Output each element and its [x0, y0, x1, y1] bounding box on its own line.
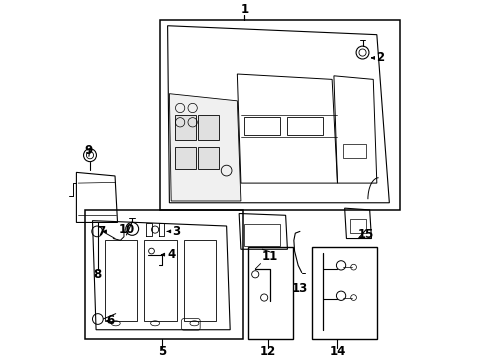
Text: 6: 6 [106, 314, 114, 327]
Bar [85, 210, 242, 339]
Text: 7: 7 [97, 225, 105, 238]
Bar [244, 117, 280, 135]
Bar [312, 247, 376, 339]
Bar [198, 115, 219, 140]
Text: 10: 10 [118, 223, 134, 236]
Bar [174, 147, 196, 169]
Bar [174, 115, 196, 140]
Text: 9: 9 [84, 144, 93, 157]
Polygon shape [169, 94, 241, 201]
Text: 5: 5 [158, 345, 166, 358]
Text: 12: 12 [259, 345, 275, 358]
Text: 8: 8 [94, 268, 102, 281]
Bar [244, 224, 280, 246]
Bar [160, 21, 399, 210]
Text: 11: 11 [261, 250, 277, 263]
Text: 4: 4 [167, 248, 175, 261]
Bar [183, 240, 215, 321]
Bar [287, 117, 323, 135]
Bar [105, 240, 137, 321]
Bar [349, 219, 366, 233]
Text: 1: 1 [240, 3, 248, 16]
Text: 13: 13 [291, 282, 307, 295]
Bar [247, 247, 292, 339]
Text: 14: 14 [328, 345, 345, 358]
Text: 3: 3 [172, 225, 180, 238]
Bar [198, 147, 219, 169]
Text: 15: 15 [357, 229, 373, 242]
Bar [144, 240, 176, 321]
Bar [342, 144, 366, 158]
Text: 2: 2 [376, 51, 384, 64]
